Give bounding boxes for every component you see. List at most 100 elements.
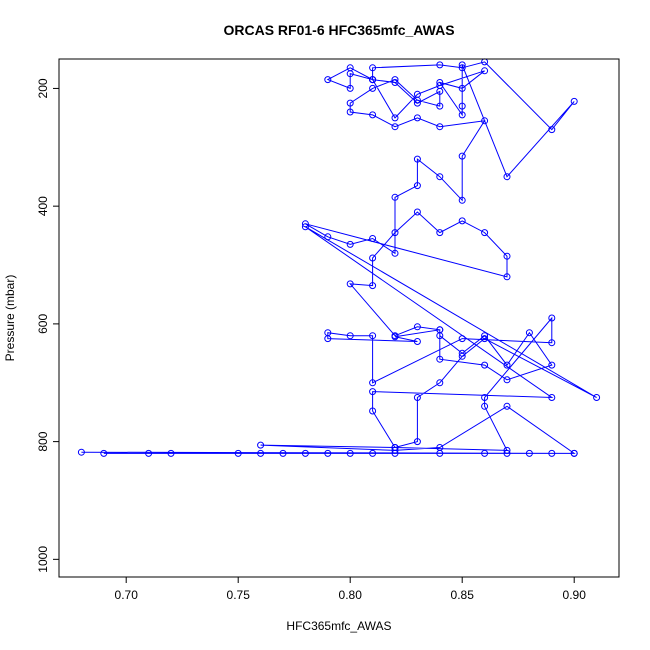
data-point: [413, 438, 421, 446]
data-point: [548, 339, 556, 347]
data-point: [436, 61, 444, 69]
data-point: [391, 446, 399, 454]
data-point: [369, 64, 377, 72]
data-point: [413, 99, 421, 107]
data-point: [391, 249, 399, 257]
chart-title: ORCAS RF01-6 HFC365mfc_AWAS: [223, 22, 454, 38]
data-point: [481, 394, 489, 401]
data-point: [346, 449, 354, 457]
data-point: [346, 84, 354, 92]
data-point: [391, 444, 399, 451]
data-point: [369, 449, 377, 457]
data-point: [503, 173, 511, 181]
y-axis: 200 400 600 800 1000: [36, 78, 59, 573]
data-point: [369, 76, 377, 84]
data-point: [391, 76, 399, 84]
data-point: [413, 114, 421, 122]
data-point: [503, 252, 511, 260]
data-point: [391, 79, 399, 86]
data-point: [481, 229, 489, 237]
data-point: [458, 352, 466, 360]
data-point: [324, 335, 332, 343]
x-tick-label: 0.70: [115, 588, 139, 602]
data-point: [369, 388, 377, 396]
data-point: [458, 152, 466, 160]
data-point: [525, 329, 533, 337]
data-point: [391, 114, 399, 122]
data-point: [436, 355, 444, 363]
y-tick-label: 600: [36, 314, 50, 334]
data-point: [413, 338, 421, 345]
data-point: [413, 155, 421, 163]
data-point: [503, 402, 511, 410]
data-point: [346, 108, 354, 116]
data-point: [481, 402, 489, 410]
data-point: [548, 449, 556, 457]
data-point: [346, 280, 354, 288]
data-point: [369, 407, 377, 415]
points-layer: [77, 58, 601, 457]
x-tick-label: 0.75: [227, 588, 251, 602]
data-point: [458, 196, 466, 204]
data-point: [100, 449, 108, 457]
data-point: [346, 99, 354, 107]
data-point: [458, 111, 466, 119]
x-axis: 0.70 0.75 0.80 0.85 0.90: [115, 577, 586, 602]
data-point: [301, 449, 309, 457]
data-point: [369, 235, 377, 242]
data-point: [436, 444, 444, 451]
data-point: [369, 254, 377, 262]
data-point: [369, 84, 377, 92]
plot-frame: [58, 58, 620, 578]
data-point: [525, 449, 533, 457]
data-point: [391, 193, 399, 201]
x-axis-label: HFC365mfc_AWAS: [286, 619, 391, 633]
data-point: [593, 394, 601, 401]
data-point: [481, 361, 489, 369]
data-point: [436, 79, 444, 86]
data-point: [324, 449, 332, 457]
data-point: [234, 449, 242, 457]
data-point: [413, 208, 421, 216]
data-point: [346, 70, 354, 78]
data-point: [458, 64, 466, 72]
data-point: [570, 449, 578, 457]
data-point: [481, 332, 489, 340]
data-point: [391, 332, 399, 340]
data-point: [548, 394, 556, 401]
data-point: [503, 361, 511, 369]
data-point: [369, 379, 377, 387]
data-point: [413, 182, 421, 190]
series-line: [81, 61, 597, 454]
data-point: [481, 335, 489, 343]
data-point: [503, 449, 511, 457]
data-point: [369, 332, 377, 340]
data-point: [570, 97, 578, 105]
data-point: [436, 173, 444, 181]
y-tick-label: 400: [36, 196, 50, 216]
x-tick-label: 0.85: [451, 588, 475, 602]
y-axis-label: Pressure (mbar): [3, 275, 17, 362]
data-point: [458, 335, 466, 343]
data-point: [301, 223, 309, 231]
data-point: [346, 332, 354, 340]
data-point: [391, 229, 399, 237]
y-tick-label: 1000: [36, 546, 50, 573]
data-point: [458, 61, 466, 69]
data-point: [548, 361, 556, 369]
data-point: [436, 82, 444, 89]
data-point: [369, 111, 377, 119]
data-point: [257, 449, 265, 457]
data-point: [436, 102, 444, 110]
data-point: [391, 123, 399, 131]
x-tick-label: 0.80: [339, 588, 363, 602]
data-point: [481, 117, 489, 125]
data-point: [548, 126, 556, 134]
data-point: [481, 67, 489, 75]
data-point: [369, 282, 377, 290]
data-point: [145, 449, 153, 457]
data-point: [436, 123, 444, 131]
series-layer: [81, 61, 597, 454]
data-point: [436, 229, 444, 237]
